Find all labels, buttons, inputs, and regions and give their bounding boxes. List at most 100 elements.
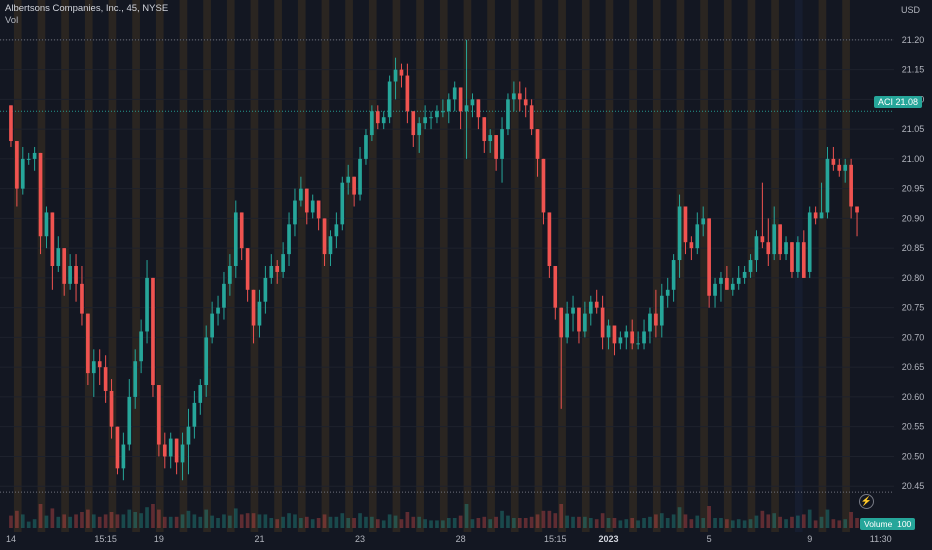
price-tick-label: 20.65 <box>902 362 925 372</box>
session-band <box>510 0 519 532</box>
volume-bar <box>636 520 640 528</box>
volume-bar <box>849 512 853 528</box>
candle-body <box>683 206 688 243</box>
price-tick-label: 20.70 <box>902 332 925 342</box>
volume-bar <box>588 518 593 528</box>
volume-bar <box>446 518 451 528</box>
volume-bar <box>381 520 386 528</box>
time-tick-label: 15:15 <box>94 534 117 544</box>
volume-bar <box>742 520 747 528</box>
volume-bar <box>186 510 191 528</box>
candle-body <box>168 438 173 457</box>
candle-body <box>701 218 706 225</box>
session-band <box>297 0 306 532</box>
candle-body <box>772 224 777 255</box>
candle-body <box>358 158 362 195</box>
volume-bar <box>68 516 72 528</box>
candle-body <box>612 325 617 344</box>
volume-bar <box>725 519 729 528</box>
candle-body <box>446 99 451 112</box>
session-band <box>250 0 259 532</box>
volume-bars <box>9 504 859 528</box>
volume-bar <box>825 509 830 528</box>
candle-body <box>192 402 197 427</box>
volume-bar <box>210 515 214 528</box>
candle-body <box>245 248 250 290</box>
candle-body <box>97 361 102 368</box>
price-tick-label: 21.20 <box>902 35 925 45</box>
volume-bar <box>168 516 173 528</box>
candle-body <box>441 111 445 113</box>
volume-bar <box>452 518 457 528</box>
candle-body <box>754 236 759 261</box>
candle-body <box>784 242 788 255</box>
price-tick-label: 20.60 <box>902 392 925 402</box>
session-band <box>676 0 685 532</box>
volume-bar <box>541 510 546 528</box>
volume-bar <box>553 513 558 528</box>
session-band <box>368 0 377 532</box>
volume-bar <box>334 516 339 528</box>
volume-bar <box>796 515 800 528</box>
candle-body <box>801 242 806 278</box>
candle-body <box>588 301 593 314</box>
candle-body <box>157 385 161 445</box>
volume-bar <box>32 519 37 528</box>
time-tick-label: 11:30 <box>870 534 892 544</box>
candle-body <box>322 218 327 255</box>
candle-body <box>145 277 149 332</box>
price-tick-label: 21.05 <box>902 124 925 134</box>
candle-body <box>216 307 220 314</box>
candle-body <box>529 105 534 130</box>
candle-body <box>689 242 694 249</box>
candle-body <box>512 93 516 100</box>
candle-body <box>677 206 682 261</box>
volume-bar <box>748 519 753 528</box>
candle-body <box>730 283 735 290</box>
volume-bar <box>736 519 741 528</box>
candle-body <box>174 438 179 463</box>
candle-body <box>630 331 635 344</box>
price-tick-label: 20.90 <box>902 213 925 223</box>
time-tick-label: 9 <box>807 534 812 544</box>
candle-body <box>233 212 238 266</box>
candle-body <box>139 331 143 362</box>
candle-body <box>15 141 19 189</box>
session-band <box>132 0 140 532</box>
candle-body <box>180 444 185 463</box>
volume-bar <box>151 504 155 528</box>
volume-bar <box>257 514 262 528</box>
time-tick-label: 19 <box>154 534 164 544</box>
volume-bar <box>222 514 226 528</box>
session-band <box>605 0 614 532</box>
candle-body <box>103 367 108 391</box>
candles <box>9 39 859 481</box>
session-bands <box>13 0 850 532</box>
volume-bar <box>855 518 859 528</box>
price-tick-label: 20.55 <box>902 422 925 432</box>
volume-bar <box>506 515 510 528</box>
time-tick-label: 23 <box>355 534 365 544</box>
candle-body <box>458 87 463 112</box>
volume-bar <box>482 516 487 528</box>
candle-body <box>399 69 404 76</box>
candle-body <box>115 426 120 469</box>
volume-bar <box>730 520 735 528</box>
volume-bar <box>56 516 61 528</box>
lightning-icon[interactable]: ⚡ <box>859 494 874 509</box>
candle-body <box>257 301 262 326</box>
volume-bar <box>606 518 611 528</box>
candle-body <box>228 266 232 284</box>
volume-bar <box>813 520 818 528</box>
volume-bar <box>535 514 540 528</box>
candle-body <box>50 212 55 266</box>
volume-bar <box>807 509 812 528</box>
volume-bar <box>701 518 706 528</box>
last-price-badge: ACI 21.08 <box>874 96 923 108</box>
volume-bar <box>15 510 19 528</box>
candle-body <box>239 212 244 249</box>
session-band <box>629 0 637 532</box>
volume-bar <box>97 516 102 528</box>
volume-bar <box>162 516 167 528</box>
